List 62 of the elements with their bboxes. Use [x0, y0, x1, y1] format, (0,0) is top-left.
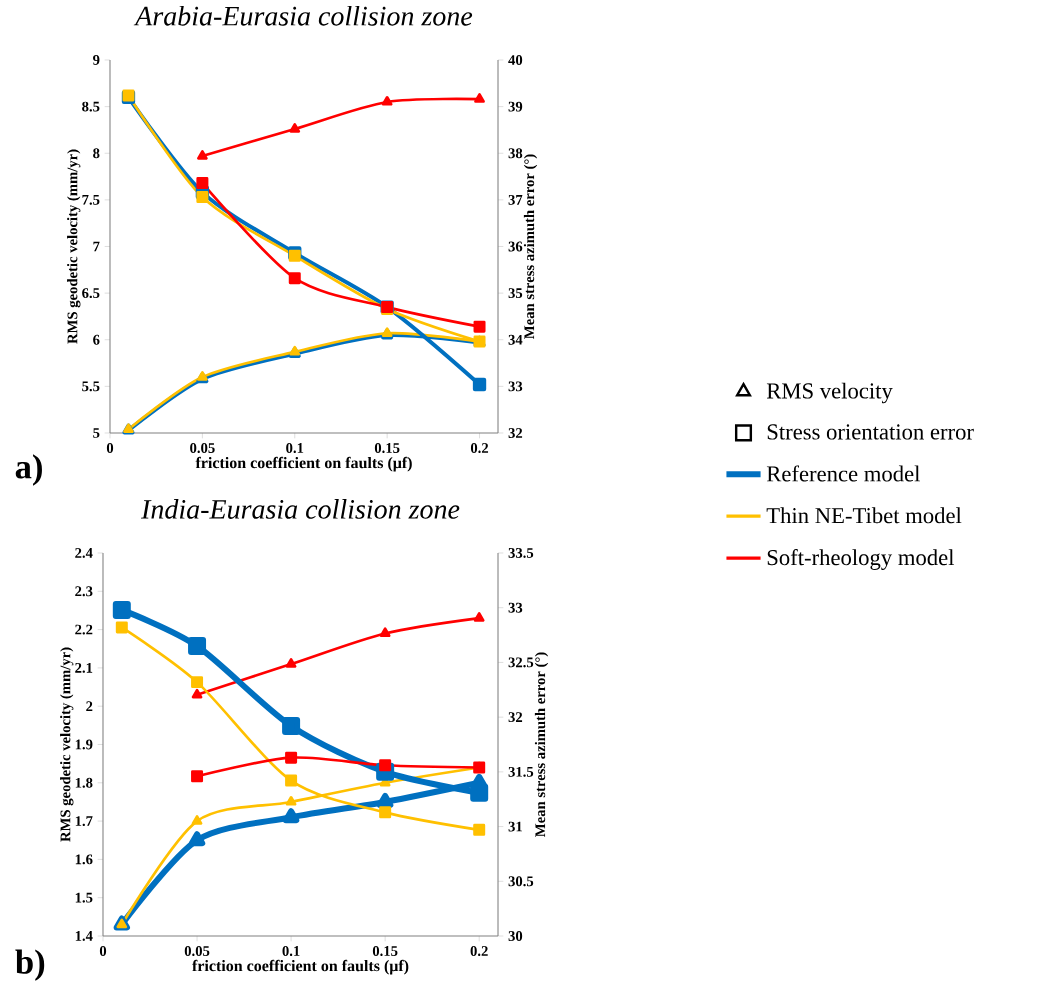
y-tick-label: 1.4 [75, 931, 93, 941]
y-axis-title: RMS geodetic velocity (mm/yr) [60, 647, 74, 842]
y-tick-label: 2.3 [75, 586, 93, 597]
y2-tick-label: 33.5 [508, 548, 534, 558]
y2-axis-title: Mean stress azimuth error (°) [534, 652, 549, 837]
y-tick-label: 2.2 [75, 624, 93, 635]
y-tick-label: 5.5 [82, 381, 100, 392]
y-tick-label: 9 [93, 55, 100, 65]
y-tick-label: 7 [93, 241, 100, 252]
y-tick-label: 1.7 [75, 816, 93, 827]
y2-tick-label: 37 [508, 194, 523, 205]
y-tick-label: 6 [93, 334, 100, 345]
chart-title: Arabia-Eurasia collision zone [133, 5, 473, 26]
y2-tick-label: 33 [508, 381, 523, 392]
x-tick-label: 0.2 [470, 443, 489, 453]
x-tick-label: 0.1 [282, 946, 300, 957]
y2-axis-title: Mean stress azimuth error (°) [523, 154, 538, 339]
y-tick-label: 8 [93, 148, 100, 159]
y2-tick-label: 35 [508, 288, 523, 299]
text: RMS velocity [766, 382, 893, 404]
y2-tick-label: 39 [508, 101, 523, 112]
y2-tick-label: 36 [508, 241, 523, 252]
y-tick-label: 1.6 [75, 854, 93, 865]
y2-tick-label: 33 [508, 602, 523, 613]
y2-tick-label: 38 [508, 148, 523, 159]
x-tick-label: 0.15 [374, 443, 400, 453]
y-tick-label: 2.4 [75, 548, 93, 558]
y-tick-label: 5 [93, 428, 100, 438]
y2-tick-label: 30.5 [508, 876, 534, 887]
y-tick-label: 2.1 [75, 662, 93, 673]
y-tick-label: 2 [86, 701, 93, 712]
text: Stress orientation error [767, 424, 974, 440]
y2-tick-label: 34 [508, 334, 523, 345]
text: b) [15, 949, 45, 981]
y2-tick-label: 31.5 [508, 766, 534, 777]
x-tick-label: 0.05 [190, 443, 215, 453]
x-tick-label: 0.15 [372, 946, 398, 957]
x-tick-label: 0.1 [286, 443, 304, 453]
y-tick-label: 7.5 [82, 194, 100, 205]
y-tick-label: 1.9 [75, 739, 93, 750]
legend-label: Reference model [766, 465, 920, 482]
x-axis-title: friction coefficient on faults (μf) [192, 959, 409, 975]
text: a) [15, 454, 42, 486]
legend-label: Soft-rheology model [767, 549, 955, 570]
y-tick-label: 8.5 [82, 101, 100, 112]
y2-tick-label: 40 [508, 55, 523, 65]
y2-tick-label: 31 [508, 821, 522, 832]
x-axis-title: friction coefficient on faults (μf) [195, 456, 412, 472]
legend-label: Thin NE-Tibet model [766, 507, 962, 524]
y2-tick-label: 32.5 [508, 657, 534, 668]
x-tick-label: 0.2 [470, 946, 488, 957]
x-tick-label: 0 [99, 946, 107, 956]
y2-tick-label: 30 [508, 931, 523, 941]
y2-tick-label: 32 [508, 428, 523, 438]
x-tick-label: 0 [106, 443, 114, 453]
chart-title: India-Eurasia collision zone [140, 499, 460, 519]
y2-tick-label: 32 [508, 712, 523, 723]
x-tick-label: 0.05 [184, 946, 210, 957]
y-tick-label: 1.8 [75, 777, 93, 788]
y-tick-label: 6.5 [82, 288, 100, 299]
y-axis-title: RMS geodetic velocity (mm/yr) [67, 149, 81, 344]
y-tick-label: 1.5 [75, 892, 93, 903]
